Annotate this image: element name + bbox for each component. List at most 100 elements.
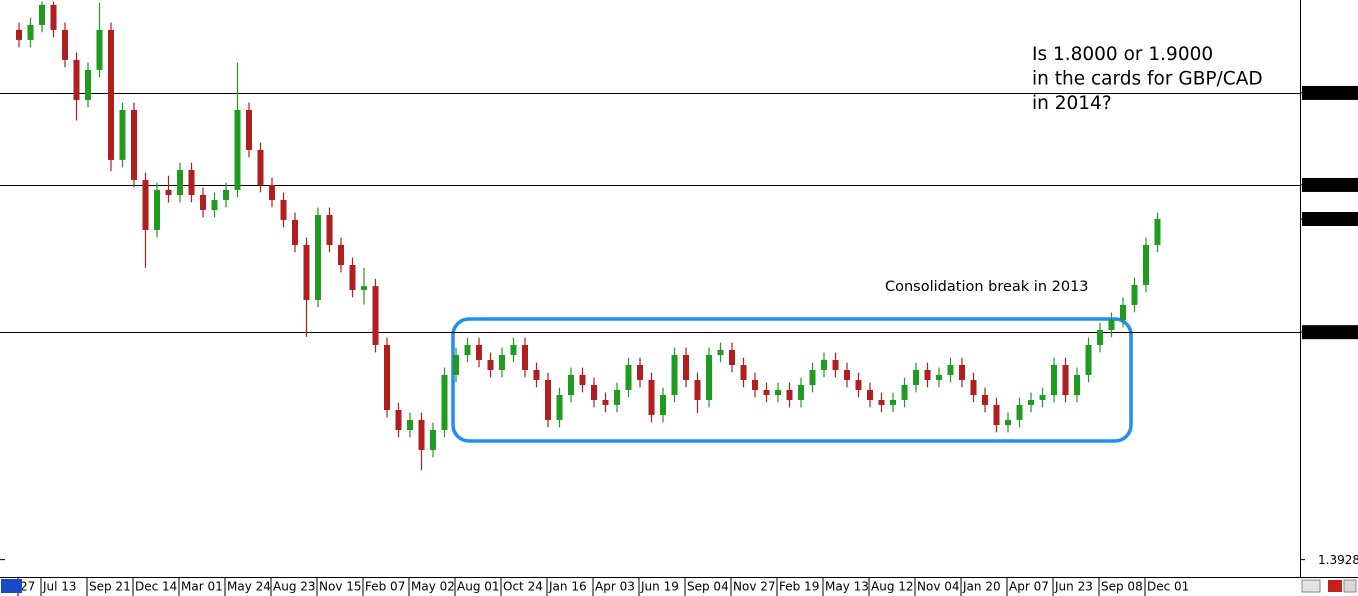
candle-body	[798, 384, 804, 400]
candle-body	[844, 369, 850, 381]
candle-body	[1108, 319, 1115, 330]
x-tick-label: May 02	[411, 580, 455, 594]
candle-body	[464, 344, 471, 355]
autoscroll-icon[interactable]	[1328, 580, 1342, 592]
candle-body	[602, 399, 609, 405]
price-label: 1.8000	[1318, 178, 1358, 192]
x-tick-label: Apr 07	[1009, 580, 1049, 594]
candle-body	[361, 286, 367, 290]
candle-body	[706, 354, 712, 400]
candle-body	[533, 369, 540, 381]
candle-body	[637, 365, 643, 381]
candle-body	[1085, 344, 1092, 375]
x-tick-label: Sep 21	[89, 580, 131, 594]
candle-body	[234, 109, 241, 190]
candle-body	[752, 380, 758, 390]
candle-body	[1016, 404, 1023, 420]
candle-body	[1131, 284, 1138, 305]
x-tick-label: Aug 01	[457, 580, 500, 594]
candle-body	[947, 365, 954, 375]
box-label: Consolidation break in 2013	[885, 279, 1089, 295]
x-tick-label: Mar 01	[181, 580, 223, 594]
annotation-line: in the cards for GBP/CAD	[1032, 69, 1263, 90]
candle-body	[246, 109, 252, 150]
x-tick-label: Apr 03	[595, 580, 635, 594]
candle-body	[39, 4, 45, 25]
candle-body	[27, 24, 34, 40]
candle-body	[142, 179, 149, 230]
price-label: 1.7630	[1318, 212, 1358, 226]
candle-body	[62, 29, 68, 60]
candle-body	[671, 354, 678, 396]
annotation-line: Is 1.8000 or 1.9000	[1032, 44, 1213, 65]
shift-icon[interactable]	[1343, 579, 1357, 593]
candle-body	[223, 189, 229, 200]
candle-body	[775, 389, 781, 396]
candle-body	[188, 169, 195, 195]
candle-body	[395, 410, 402, 430]
x-tick-label: Feb 07	[365, 580, 405, 594]
candle-body	[177, 169, 183, 196]
candle-body	[407, 419, 413, 430]
price-label: 1.6400	[1318, 326, 1358, 340]
candle-body	[338, 244, 344, 265]
x-tick-label: Jul 13	[42, 580, 77, 594]
candle-body	[326, 214, 333, 245]
candle-body	[131, 109, 137, 180]
candle-body	[924, 369, 931, 381]
candle-body	[487, 359, 494, 370]
candle-body	[476, 344, 482, 360]
candle-body	[200, 194, 206, 210]
candle-body	[85, 69, 91, 100]
candle-body	[50, 4, 57, 30]
candle-body	[154, 189, 160, 230]
candle-body	[694, 380, 701, 400]
candle-body	[890, 399, 896, 405]
candle-body	[499, 354, 505, 370]
candle-body	[1051, 365, 1057, 396]
candle-body	[729, 349, 735, 366]
x-tick-label: Aug 23	[273, 580, 316, 594]
candle-body	[1039, 395, 1046, 400]
candle-body	[292, 219, 298, 245]
x-tick-label: Sep 08	[1101, 580, 1143, 594]
candle-body	[16, 29, 22, 40]
x-tick-label: May 13	[825, 580, 869, 594]
candle-body	[119, 109, 126, 160]
candle-body	[648, 380, 655, 415]
candle-body	[901, 384, 908, 400]
candle-body	[1005, 419, 1011, 426]
candle-body	[349, 264, 356, 290]
candle-body	[809, 369, 816, 385]
candle-body	[625, 365, 632, 390]
price-label: 1.3928	[1318, 553, 1358, 567]
annotation: Is 1.8000 or 1.9000 in the cards for GBP/…	[1032, 44, 1263, 114]
candle-body	[545, 380, 551, 420]
candle-body	[763, 389, 770, 396]
candle-body	[522, 344, 528, 370]
candle-body	[717, 349, 724, 355]
candle-body	[867, 389, 873, 400]
candle-body	[786, 389, 793, 400]
candle-body	[510, 344, 517, 355]
candles	[16, 1, 1161, 471]
x-tick-label: Jan 16	[548, 580, 587, 594]
price-box	[1302, 177, 1358, 192]
candle-body	[1028, 399, 1034, 405]
symbol-icon[interactable]	[1, 579, 22, 593]
price-box	[1302, 85, 1358, 100]
scroll-icon[interactable]	[1301, 579, 1321, 593]
candle-body	[441, 374, 448, 430]
x-tick-label: Jan 20	[962, 580, 1001, 594]
price-label: 1.9000	[1318, 86, 1358, 100]
price-box	[1302, 211, 1358, 226]
candle-body	[1062, 365, 1069, 396]
x-tick-label: Jun 19	[640, 580, 679, 594]
candle-body	[372, 286, 379, 345]
candle-body	[211, 199, 218, 210]
annotation-line: in 2014?	[1032, 93, 1112, 114]
candle-body	[430, 429, 436, 450]
consolidation-box	[451, 317, 1133, 443]
